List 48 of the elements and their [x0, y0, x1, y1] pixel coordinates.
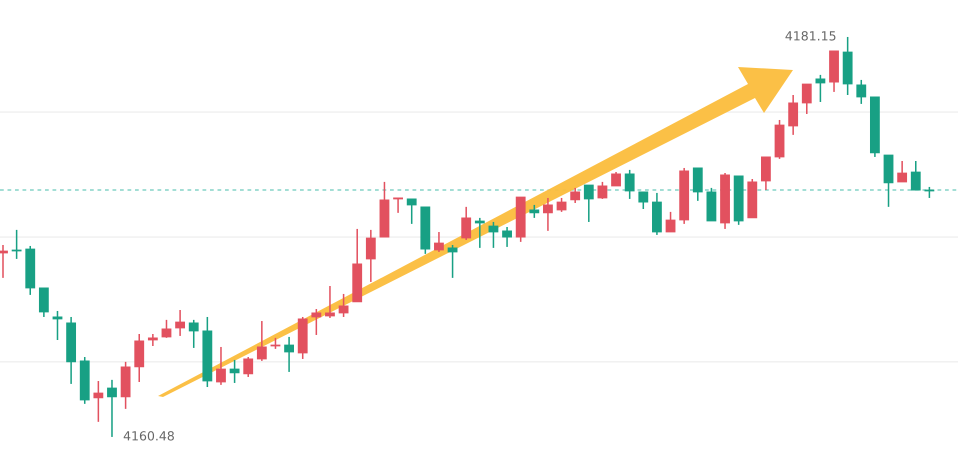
candlestick [434, 231, 444, 253]
candlestick [666, 211, 676, 233]
candlestick [406, 198, 417, 225]
candlestick [12, 229, 22, 260]
candlestick [488, 221, 498, 249]
annotation: 4181.15 [785, 31, 836, 41]
candlestick [284, 336, 294, 373]
candlestick [366, 229, 376, 283]
candlestick [338, 293, 348, 318]
candlestick [448, 244, 458, 279]
annotation: 4160.48 [124, 431, 174, 441]
candlestick [856, 79, 866, 105]
candlestick [584, 184, 594, 223]
candlestick [556, 197, 566, 213]
candlestick [38, 287, 49, 318]
candlestick [256, 320, 267, 362]
candlestick [570, 187, 580, 204]
candlestick [230, 359, 240, 384]
candlestick [760, 156, 771, 191]
candlestick [461, 206, 472, 241]
candlestick [311, 308, 322, 336]
candlestick [624, 169, 635, 200]
candlestick [188, 319, 199, 349]
candlestick [788, 94, 798, 136]
candlestick [52, 310, 62, 341]
candlestick [924, 186, 934, 199]
candlestick [107, 379, 117, 438]
candlestick [162, 319, 172, 339]
candlestick [543, 197, 553, 232]
candlestick [611, 171, 621, 187]
candlestick [502, 226, 512, 248]
candlestick [802, 83, 812, 115]
candlestick [897, 160, 908, 183]
candlestick [910, 160, 921, 191]
candlestick [243, 356, 254, 378]
candlestick [216, 346, 226, 386]
candlestick [815, 74, 826, 103]
candlestick [529, 204, 540, 219]
candlestick [474, 217, 485, 249]
candlestick [692, 167, 703, 202]
candlestick [93, 380, 104, 423]
candlestick [325, 285, 335, 319]
candlestick [270, 337, 280, 350]
candlestick [598, 181, 608, 200]
candlestick [638, 191, 648, 210]
candlestick [175, 309, 186, 337]
candlestick [393, 197, 403, 214]
candlestick [148, 333, 158, 347]
